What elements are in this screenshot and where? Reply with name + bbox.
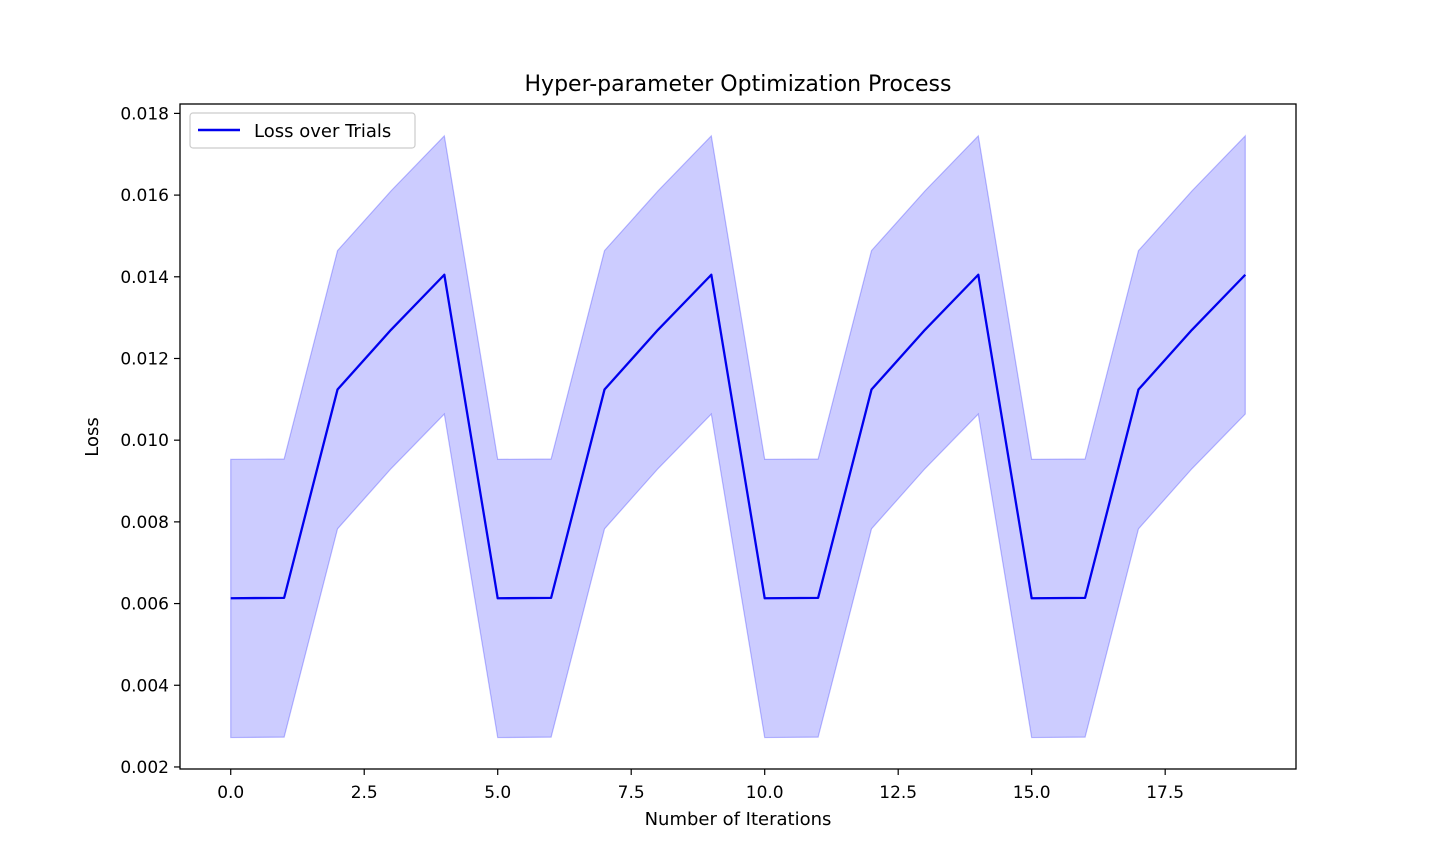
- y-tick-label: 0.004: [120, 676, 169, 696]
- y-tick-label: 0.016: [120, 186, 169, 206]
- x-tick-label: 7.5: [618, 783, 645, 803]
- series-line-loss-over-trials: [230, 273, 1247, 600]
- plot-frame: [179, 103, 1297, 770]
- x-axis-ticks: 0.0 2.5 5.0 7.5 10.0 12.5 15.0 17.5: [217, 769, 1184, 803]
- legend: Loss over Trials: [189, 112, 416, 149]
- x-tick-label: 15.0: [1013, 783, 1051, 803]
- x-tick-label: 10.0: [746, 783, 784, 803]
- x-tick-label: 12.5: [879, 783, 917, 803]
- y-tick-label: 0.012: [120, 349, 169, 369]
- legend-box: [189, 112, 416, 149]
- x-tick-label: 17.5: [1146, 783, 1184, 803]
- x-tick-label: 0.0: [217, 783, 244, 803]
- y-tick-label: 0.014: [120, 268, 169, 288]
- y-tick-label: 0.008: [120, 513, 169, 533]
- y-axis-label: Loss: [82, 417, 103, 456]
- legend-entry-loss-over-trials: Loss over Trials: [254, 121, 391, 142]
- y-tick-label: 0.002: [120, 758, 169, 778]
- chart-title: Hyper-parameter Optimization Process: [525, 72, 952, 97]
- x-tick-label: 2.5: [351, 783, 378, 803]
- y-axis-ticks: 0.002 0.004 0.006 0.008 0.010 0.012 0.014 0.016…: [120, 104, 180, 778]
- plot-area: [230, 134, 1247, 739]
- y-tick-label: 0.018: [120, 104, 169, 124]
- y-tick-label: 0.006: [120, 595, 169, 615]
- x-axis-label: Number of Iterations: [645, 809, 832, 830]
- y-tick-label: 0.010: [120, 431, 169, 451]
- x-tick-label: 5.0: [484, 783, 511, 803]
